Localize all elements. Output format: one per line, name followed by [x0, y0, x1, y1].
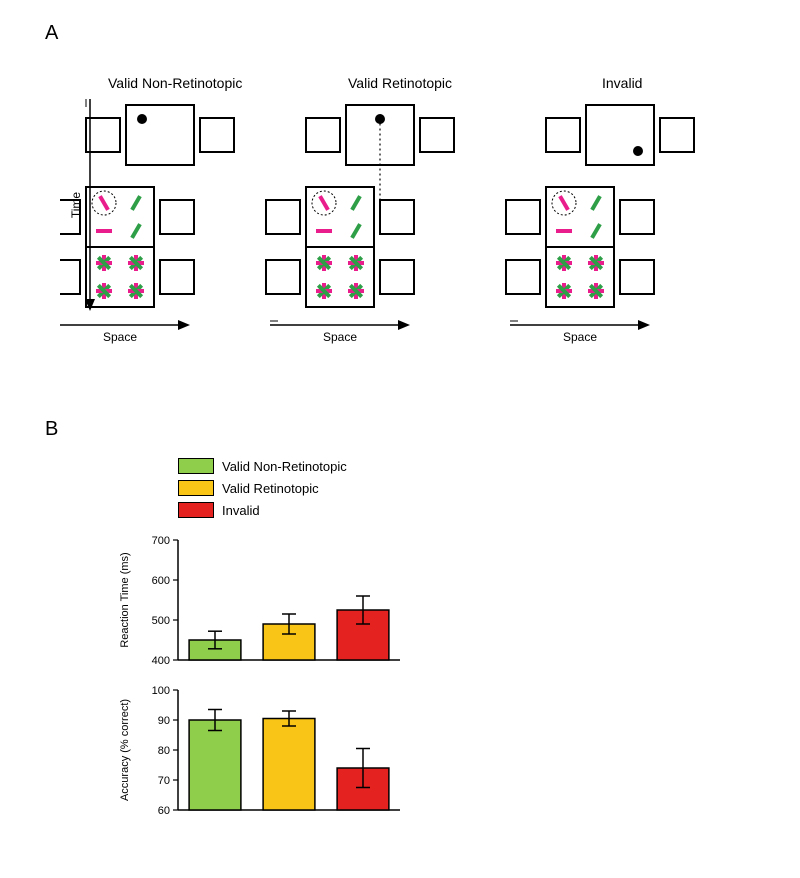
- svg-text:80: 80: [158, 745, 170, 757]
- legend-row: Valid Non-Retinotopic: [178, 456, 347, 476]
- legend-label: Valid Non-Retinotopic: [222, 459, 347, 474]
- svg-text:Space: Space: [323, 330, 357, 344]
- svg-text:Accuracy (% correct): Accuracy (% correct): [119, 699, 131, 801]
- legend-label: Valid Retinotopic: [222, 481, 319, 496]
- legend: Valid Non-Retinotopic Valid Retinotopic In…: [178, 456, 347, 522]
- svg-text:Time: Time: [69, 192, 83, 219]
- svg-text:500: 500: [152, 615, 170, 627]
- svg-text:700: 700: [152, 535, 170, 547]
- panel-b-label: B: [45, 418, 58, 441]
- svg-text:600: 600: [152, 575, 170, 587]
- legend-row: Valid Retinotopic: [178, 478, 347, 498]
- legend-label: Invalid: [222, 503, 260, 518]
- rt-chart: 400 500 600 700 Reaction Time (ms): [110, 532, 410, 672]
- panel-a-svg: Space Space Space Time: [60, 75, 760, 375]
- svg-text:Space: Space: [563, 330, 597, 344]
- legend-row: Invalid: [178, 500, 347, 520]
- legend-swatch: [178, 458, 214, 474]
- svg-text:90: 90: [158, 715, 170, 727]
- svg-text:Space: Space: [103, 330, 137, 344]
- svg-text:Reaction Time (ms): Reaction Time (ms): [119, 552, 131, 647]
- legend-swatch: [178, 480, 214, 496]
- svg-text:100: 100: [152, 685, 170, 697]
- panel-a-label: A: [45, 22, 58, 45]
- svg-text:400: 400: [152, 655, 170, 667]
- acc-chart: 60 70 80 90 100 Accuracy (% correct): [110, 682, 410, 822]
- svg-text:60: 60: [158, 805, 170, 817]
- figure-page: A B Valid Non-Retinotopic Valid Retinoto…: [0, 0, 800, 878]
- legend-swatch: [178, 502, 214, 518]
- svg-text:70: 70: [158, 775, 170, 787]
